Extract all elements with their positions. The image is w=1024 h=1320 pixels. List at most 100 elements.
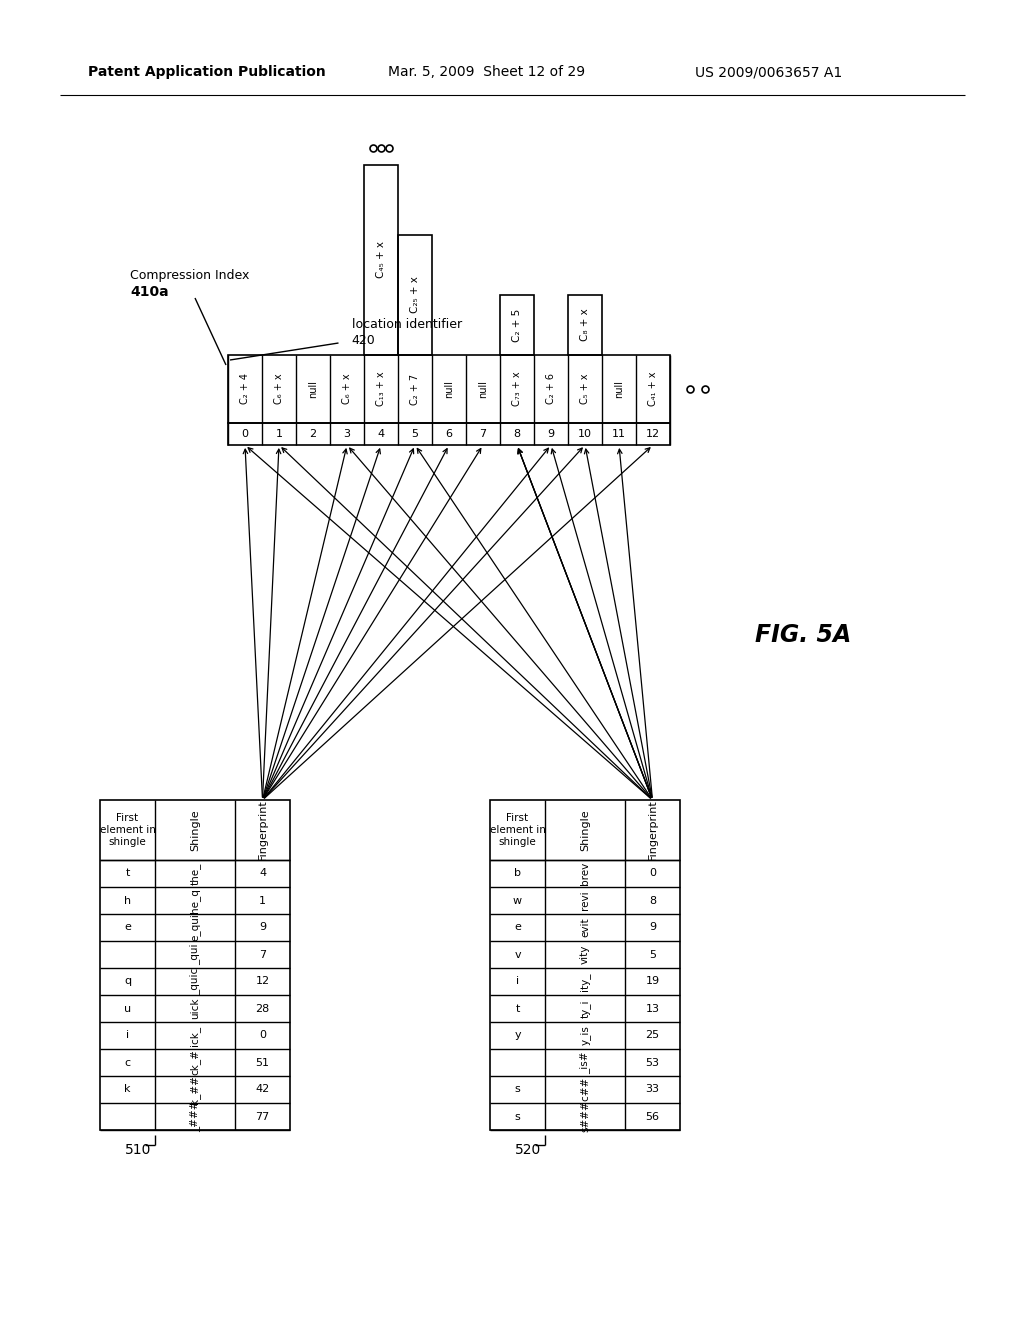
Bar <box>568 294 602 355</box>
Text: revi: revi <box>580 891 590 911</box>
Text: C₄₁ + x: C₄₁ + x <box>648 372 658 407</box>
Text: e: e <box>514 923 521 932</box>
Text: 9: 9 <box>259 923 266 932</box>
Text: brev: brev <box>580 862 590 886</box>
Text: C₄₅ + x: C₄₅ + x <box>376 242 386 279</box>
Text: 11: 11 <box>612 429 626 440</box>
Text: null: null <box>444 380 454 399</box>
Text: e: e <box>124 923 131 932</box>
Bar <box>398 235 432 355</box>
Text: 5: 5 <box>649 949 656 960</box>
Text: _quic: _quic <box>189 968 201 995</box>
Text: 42: 42 <box>255 1085 269 1094</box>
Text: C₂ + 4: C₂ + 4 <box>240 374 250 404</box>
Bar <box>228 422 670 445</box>
Text: C₆ + x: C₆ + x <box>342 374 352 404</box>
Text: C₅ + x: C₅ + x <box>580 374 590 404</box>
Text: e_qui: e_qui <box>189 913 201 941</box>
Text: _###: _### <box>189 1101 201 1133</box>
Text: location identifier: location identifier <box>352 318 462 331</box>
Text: _is#: _is# <box>580 1051 591 1073</box>
Bar <box>500 294 534 355</box>
Text: uick: uick <box>190 998 200 1019</box>
Text: First
element in
shingle: First element in shingle <box>489 813 546 847</box>
Text: Compression Index: Compression Index <box>130 268 250 281</box>
Text: FIG. 5A: FIG. 5A <box>755 623 851 647</box>
Text: 0: 0 <box>259 1031 266 1040</box>
Text: 4: 4 <box>378 429 385 440</box>
Text: t: t <box>125 869 130 879</box>
Text: 3: 3 <box>343 429 350 440</box>
Text: 8: 8 <box>513 429 520 440</box>
Text: Shingle: Shingle <box>190 809 200 851</box>
Text: Fingerprint: Fingerprint <box>257 800 267 861</box>
Text: i: i <box>516 977 519 986</box>
Text: 12: 12 <box>646 429 660 440</box>
Text: 9: 9 <box>548 429 555 440</box>
Text: ck_#: ck_# <box>189 1049 201 1076</box>
Text: ick_: ick_ <box>189 1026 201 1045</box>
Text: C₇₃ + x: C₇₃ + x <box>512 372 522 407</box>
Text: h: h <box>124 895 131 906</box>
Text: First
element in
shingle: First element in shingle <box>99 813 156 847</box>
Bar <box>228 355 670 422</box>
Text: 6: 6 <box>445 429 453 440</box>
Text: 510: 510 <box>125 1143 152 1158</box>
Text: C₁₃ + x: C₁₃ + x <box>376 372 386 407</box>
Text: y: y <box>514 1031 521 1040</box>
Text: s: s <box>515 1085 520 1094</box>
Text: 12: 12 <box>255 977 269 986</box>
Text: s: s <box>515 1111 520 1122</box>
Text: i: i <box>126 1031 129 1040</box>
Text: ity_: ity_ <box>580 973 591 991</box>
Text: US 2009/0063657 A1: US 2009/0063657 A1 <box>695 65 843 79</box>
Text: null: null <box>308 380 318 399</box>
Text: 53: 53 <box>645 1057 659 1068</box>
Text: q: q <box>124 977 131 986</box>
Text: the_: the_ <box>189 862 201 884</box>
Text: v: v <box>514 949 521 960</box>
Text: 5: 5 <box>412 429 419 440</box>
Text: b: b <box>514 869 521 879</box>
Text: C₂ + 7: C₂ + 7 <box>410 374 420 404</box>
Text: w: w <box>513 895 522 906</box>
Text: 56: 56 <box>645 1111 659 1122</box>
Text: 420: 420 <box>352 334 376 346</box>
Text: Patent Application Publication: Patent Application Publication <box>88 65 326 79</box>
Text: 2: 2 <box>309 429 316 440</box>
Text: 0: 0 <box>242 429 249 440</box>
Text: Fingerprint: Fingerprint <box>647 800 657 861</box>
Text: y_is: y_is <box>580 1026 591 1045</box>
Text: ty_i: ty_i <box>580 999 591 1018</box>
Text: 1: 1 <box>275 429 283 440</box>
Text: c: c <box>125 1057 131 1068</box>
Text: Mar. 5, 2009  Sheet 12 of 29: Mar. 5, 2009 Sheet 12 of 29 <box>388 65 585 79</box>
Text: 33: 33 <box>645 1085 659 1094</box>
Text: 77: 77 <box>255 1111 269 1122</box>
Text: null: null <box>478 380 488 399</box>
Text: t: t <box>515 1003 520 1014</box>
Text: null: null <box>614 380 624 399</box>
Text: ic##: ic## <box>580 1076 590 1102</box>
Text: 4: 4 <box>259 869 266 879</box>
Text: u: u <box>124 1003 131 1014</box>
Text: s###: s### <box>580 1101 590 1133</box>
Text: evit: evit <box>580 917 590 937</box>
Text: 0: 0 <box>649 869 656 879</box>
Text: 25: 25 <box>645 1031 659 1040</box>
Bar <box>100 800 290 1130</box>
Text: C₂₅ + x: C₂₅ + x <box>410 277 420 313</box>
Bar <box>490 800 680 1130</box>
Text: 13: 13 <box>645 1003 659 1014</box>
Text: Shingle: Shingle <box>580 809 590 851</box>
Text: k: k <box>124 1085 131 1094</box>
Text: C₂ + 6: C₂ + 6 <box>546 374 556 404</box>
Text: _qui: _qui <box>189 944 201 965</box>
Text: 51: 51 <box>256 1057 269 1068</box>
Text: 1: 1 <box>259 895 266 906</box>
Text: 8: 8 <box>649 895 656 906</box>
Text: 520: 520 <box>515 1143 542 1158</box>
Text: C₈ + x: C₈ + x <box>580 309 590 342</box>
Text: 28: 28 <box>255 1003 269 1014</box>
Text: 9: 9 <box>649 923 656 932</box>
